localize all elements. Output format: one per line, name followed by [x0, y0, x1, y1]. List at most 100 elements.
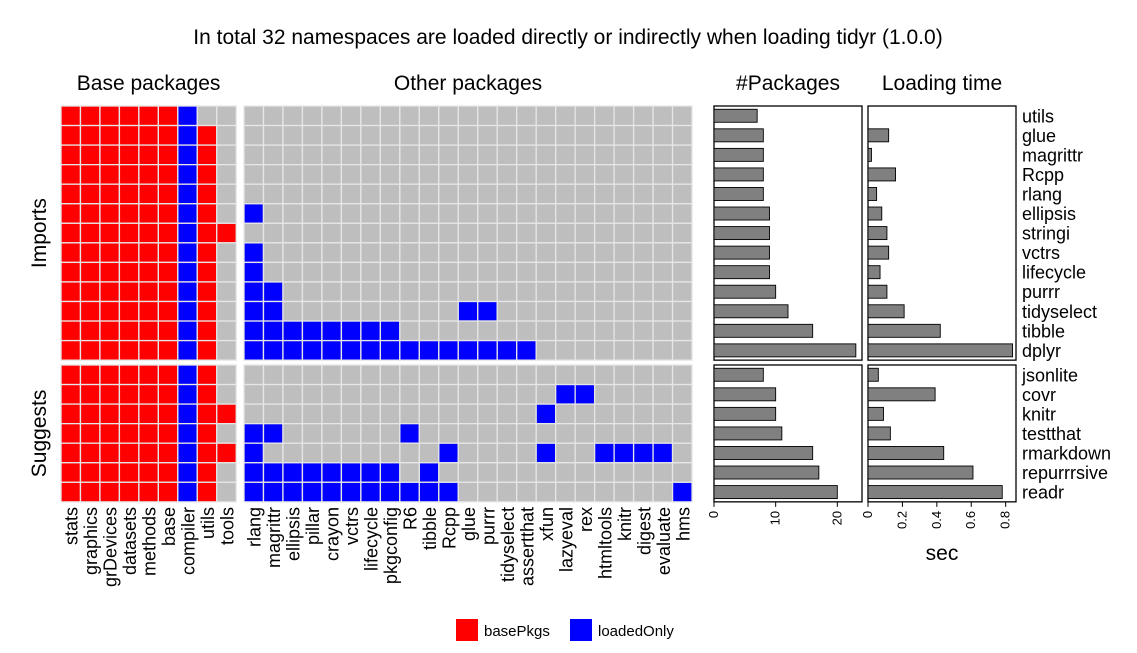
tile-covr-glue [457, 383, 479, 405]
tile-purrr-crayon [321, 281, 343, 303]
tile-lifecycle-knitr [613, 261, 635, 283]
tile-jsonlite-assertthat [516, 364, 537, 386]
tile-glue-graphics [79, 124, 101, 146]
tile-tidyselect-datasets [118, 300, 140, 322]
tile-vctrs-utils [196, 242, 218, 264]
tile-jsonlite-stats [60, 364, 82, 386]
tile-testthat-tibble [418, 422, 440, 444]
tile-utils-assertthat [516, 105, 537, 127]
tile-covr-knitr [613, 383, 635, 405]
tile-magrittr-compiler [177, 144, 198, 166]
tile-repurrrsive-crayon [321, 462, 343, 483]
tile-magrittr-methods [138, 144, 160, 166]
tile-glue-glue [457, 124, 479, 146]
tile-readr-lifecycle [360, 481, 382, 503]
tile-repurrrsive-compiler [177, 462, 198, 483]
tile-covr-pkgconfig [379, 383, 401, 405]
tile-glue-lifecycle [360, 124, 382, 146]
tile-rmarkdown-evaluate [652, 442, 674, 464]
row-label-knitr: knitr [1022, 404, 1056, 424]
tile-ellipsis-tools [216, 203, 237, 224]
tile-ellipsis-digest [632, 203, 654, 224]
tile-rcpp-stats [60, 163, 82, 185]
tile-tibble-htmltools [593, 320, 615, 342]
tile-tidyselect-rcpp [438, 300, 459, 322]
tile-rlang-vctrs [340, 183, 362, 205]
tile-vctrs-pillar [301, 242, 323, 264]
tile-tidyselect-tidyselect [496, 300, 518, 322]
tile-testthat-magrittr [262, 422, 284, 444]
row-label-dplyr: dplyr [1022, 341, 1061, 361]
tile-glue-tidyselect [496, 124, 518, 146]
bar-panel-packages-tick-label-0: 0 [706, 511, 721, 518]
tile-vctrs-tidyselect [496, 242, 518, 264]
tile-jsonlite-pillar [301, 364, 323, 386]
tile-vctrs-purrr [477, 242, 498, 264]
tile-purrr-knitr [613, 281, 635, 303]
row-label-glue: glue [1022, 126, 1056, 146]
row-label-stringi: stringi [1022, 224, 1070, 244]
tile-tidyselect-methods [138, 300, 160, 322]
tile-ellipsis-grdevices [99, 203, 121, 224]
tile-rmarkdown-pillar [301, 442, 323, 464]
tile-rcpp-pillar [301, 163, 323, 185]
tile-utils-ellipsis [282, 105, 304, 127]
tile-magrittr-rex [574, 144, 596, 166]
tile-covr-tibble [418, 383, 440, 405]
tile-lifecycle-rlang [243, 261, 265, 283]
tile-ellipsis-vctrs [340, 203, 362, 224]
tile-stringi-pkgconfig [379, 222, 401, 244]
tile-jsonlite-rlang [243, 364, 265, 386]
tile-readr-xfun [535, 481, 557, 503]
tile-utils-tools [216, 105, 237, 127]
tile-repurrrsive-xfun [535, 462, 557, 483]
tile-rmarkdown-purrr [477, 442, 498, 464]
tile-rlang-r6 [399, 183, 420, 205]
column-label-assertthat: assertthat [517, 507, 537, 586]
tile-stringi-lazyeval [555, 222, 576, 244]
tile-covr-rlang [243, 383, 265, 405]
tile-tidyselect-knitr [613, 300, 635, 322]
tile-utils-rlang [243, 105, 265, 127]
tile-readr-tools [216, 481, 237, 503]
tile-dplyr-magrittr [262, 339, 284, 361]
column-label-methods: methods [140, 507, 160, 576]
column-label-tidyselect: tidyselect [498, 507, 518, 582]
tile-tidyselect-tibble [418, 300, 440, 322]
tile-repurrrsive-knitr [613, 462, 635, 483]
tile-testthat-pkgconfig [379, 422, 401, 444]
tile-tidyselect-graphics [79, 300, 101, 322]
tile-ellipsis-utils [196, 203, 218, 224]
tile-magrittr-magrittr [262, 144, 284, 166]
tile-repurrrsive-lazyeval [555, 462, 576, 483]
tile-utils-base [157, 105, 179, 127]
tile-magrittr-lifecycle [360, 144, 382, 166]
tile-repurrrsive-utils [196, 462, 218, 483]
tile-jsonlite-compiler [177, 364, 198, 386]
tile-vctrs-rex [574, 242, 596, 264]
tile-lifecycle-assertthat [516, 261, 537, 283]
tile-rmarkdown-assertthat [516, 442, 537, 464]
tile-ellipsis-evaluate [652, 203, 674, 224]
column-label-xfun: xfun [537, 507, 557, 541]
tile-rlang-evaluate [652, 183, 674, 205]
tile-readr-hms [671, 481, 693, 503]
tile-lifecycle-evaluate [652, 261, 674, 283]
bar-panel-time-tick-label-2: 0.4 [929, 511, 944, 529]
tile-testthat-glue [457, 422, 479, 444]
tile-covr-methods [138, 383, 160, 405]
tile-magrittr-base [157, 144, 179, 166]
tile-magrittr-knitr [613, 144, 635, 166]
tile-lifecycle-datasets [118, 261, 140, 283]
bar-panel-packages-bar-stringi [713, 226, 770, 241]
tile-testthat-compiler [177, 422, 198, 444]
tile-rlang-magrittr [262, 183, 284, 205]
tile-magrittr-r6 [399, 144, 420, 166]
tile-utils-pillar [301, 105, 323, 127]
tile-dplyr-tibble [418, 339, 440, 361]
bar-panel-time-bar-magrittr [867, 147, 872, 162]
tile-knitr-pillar [301, 403, 323, 425]
tile-rmarkdown-lifecycle [360, 442, 382, 464]
tile-readr-base [157, 481, 179, 503]
tile-repurrrsive-purrr [477, 462, 498, 483]
